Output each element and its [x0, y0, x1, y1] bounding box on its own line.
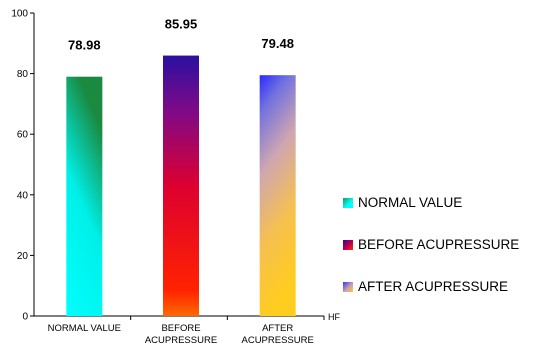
x-category-label: NORMAL VALUE — [48, 323, 121, 334]
legend-label-normal-value: NORMAL VALUE — [358, 195, 463, 210]
bar-before-acupressure — [163, 55, 199, 316]
legend-item-normal-value: NORMAL VALUE — [343, 192, 531, 213]
y-tick-label: 0 — [22, 312, 28, 323]
legend-label-before-acupressure: BEFORE ACUPRESSURE — [358, 237, 520, 252]
value-label: 78.98 — [68, 38, 101, 53]
x-category-label: BEFORE — [161, 323, 200, 334]
bars-group — [66, 55, 296, 316]
value-label: 79.48 — [261, 36, 294, 51]
x-category-label: ACUPRESSURE — [242, 335, 314, 346]
legend-swatch-after-acupressure — [343, 281, 353, 292]
legend-item-after-acupressure: AFTER ACUPRESSURE — [343, 276, 531, 297]
legend-label-after-acupressure: AFTER ACUPRESSURE — [358, 279, 509, 294]
y-tick-label: 100 — [11, 9, 28, 20]
value-label: 85.95 — [165, 17, 198, 32]
y-tick-label: 60 — [17, 130, 29, 141]
bar-normal-value — [66, 76, 103, 316]
legend: NORMAL VALUE BEFORE ACUPRESSURE AFTER AC… — [343, 192, 531, 318]
bar-after-acupressure — [259, 75, 296, 316]
y-tick-label: 80 — [17, 69, 29, 80]
x-axis-unit-label: HF — [328, 312, 340, 322]
legend-item-before-acupressure: BEFORE ACUPRESSURE — [343, 234, 531, 255]
legend-swatch-normal-value — [343, 197, 353, 208]
x-category-label: AFTER — [262, 323, 293, 334]
y-tick-label: 20 — [17, 251, 29, 262]
x-category-label: ACUPRESSURE — [145, 335, 217, 346]
y-tick-label: 40 — [17, 190, 29, 201]
legend-swatch-before-acupressure — [343, 239, 353, 250]
